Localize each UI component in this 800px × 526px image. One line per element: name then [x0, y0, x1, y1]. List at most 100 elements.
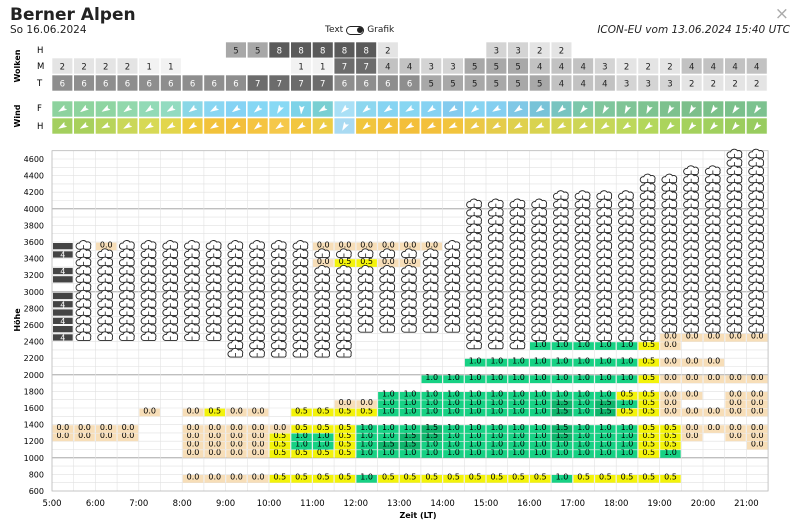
cloud-value: 6 — [125, 80, 130, 90]
cloud-cell — [333, 57, 356, 75]
wind-arrow-icon — [624, 104, 632, 115]
close-icon[interactable]: × — [774, 4, 789, 24]
toggle-switch[interactable] — [346, 25, 365, 35]
lift-cell — [551, 433, 573, 442]
cloud-icon — [596, 281, 613, 292]
lift-value: 0.5 — [360, 406, 373, 415]
cloud-value: 3 — [494, 47, 499, 57]
cloud-value: 2 — [125, 63, 130, 73]
wind-h-arrow-icon — [166, 121, 176, 129]
lift-value: 0.0 — [664, 406, 677, 415]
y-tick-label: 4400 — [24, 172, 44, 181]
cloud-shape — [379, 248, 396, 258]
lift-value: 1.0 — [469, 423, 482, 432]
lift-cell — [204, 441, 225, 450]
wind-arrow-icon — [342, 121, 350, 131]
lift-value: 1.5 — [556, 398, 569, 407]
cloud-icon — [661, 281, 678, 292]
cloud-shape — [335, 289, 352, 300]
topo-label: 4 — [60, 284, 65, 293]
cloud-shape — [270, 347, 287, 358]
cloud-shape — [683, 298, 699, 308]
cloud-shape — [140, 331, 157, 341]
cloud-shape — [726, 264, 743, 275]
cloud-icon — [574, 323, 591, 333]
cloud-shape — [748, 206, 764, 217]
cloud-icon — [552, 248, 569, 258]
wind-arrow-icon — [600, 121, 610, 130]
cloud-shape — [292, 256, 309, 267]
cloud-shape — [683, 289, 699, 300]
cloud-icon — [574, 206, 591, 217]
lift-cell — [638, 408, 659, 417]
cloud-icon — [596, 256, 613, 267]
cloud-shape — [444, 306, 461, 316]
cloud-shape — [726, 190, 743, 200]
cloud-shape — [205, 264, 222, 275]
lift-cell — [421, 392, 442, 400]
cloud-icon — [422, 256, 439, 267]
cloud-cell — [377, 74, 399, 92]
view-toggle[interactable]: Text Grafik — [325, 25, 394, 35]
wind-f-arrow-icon — [79, 104, 90, 113]
wind-h-arrow-icon — [383, 121, 393, 130]
cloud-shape — [292, 306, 309, 316]
lift-value: 1.0 — [599, 373, 612, 382]
wind-row-label-H: H — [37, 122, 43, 132]
cloud-value: 2 — [711, 80, 716, 90]
lift-cell — [725, 433, 746, 442]
wind-f-arrow-icon — [145, 104, 155, 113]
cloud-shape — [618, 240, 634, 250]
cloud-icon — [639, 289, 656, 300]
cloud-icon — [639, 215, 656, 225]
wind-arrow-icon — [166, 121, 176, 129]
cloud-icon — [422, 264, 439, 275]
cloud-value: 6 — [190, 80, 195, 90]
cloud-shape — [596, 273, 613, 283]
cloud-shape — [574, 223, 591, 234]
lift-value: 0.0 — [317, 257, 330, 266]
lift-value: 0.0 — [187, 406, 200, 415]
cloud-shape — [487, 264, 504, 275]
lift-value: 0.5 — [664, 423, 677, 432]
cloud-icon — [726, 148, 743, 159]
cloud-value: 5 — [233, 47, 238, 57]
lift-value: 1.0 — [469, 448, 482, 457]
cloud-shape — [748, 173, 764, 184]
cloud-shape — [422, 298, 439, 308]
cloud-icon — [97, 256, 113, 267]
cloud-icon — [748, 273, 764, 283]
lift-value: 0.0 — [317, 240, 330, 249]
lift-cell — [616, 408, 638, 417]
lift-value: 0.5 — [621, 406, 634, 415]
cloud-cell — [203, 57, 225, 75]
cloud-shape — [184, 248, 200, 258]
cloud-icon — [249, 298, 265, 308]
cloud-shape — [314, 264, 330, 275]
cloud-shape — [531, 240, 547, 250]
lift-value: 1.0 — [599, 431, 612, 440]
lift-cell — [616, 342, 638, 350]
cloud-shape — [205, 240, 222, 250]
cloud-icon — [140, 314, 157, 325]
cloud-icon — [466, 323, 482, 333]
lift-cell — [443, 400, 464, 408]
cloud-shape — [184, 264, 200, 275]
wind-arrow-icon — [57, 104, 68, 112]
cloud-icon — [379, 298, 396, 308]
cloud-icon — [509, 256, 526, 267]
cloud-shape — [487, 215, 504, 225]
lift-value: 0.5 — [317, 448, 330, 457]
toggle-knob — [357, 26, 364, 33]
cloud-value: 8 — [298, 47, 303, 57]
cloud-icon — [401, 314, 417, 325]
cloud-cell — [637, 57, 659, 75]
cloud-shape — [726, 306, 743, 316]
cloud-shape — [466, 298, 482, 308]
cloud-icon — [596, 264, 613, 275]
wind-f-arrow-icon — [318, 104, 328, 112]
lift-value: 0.0 — [252, 440, 265, 449]
cloud-shape — [661, 289, 678, 300]
lift-cell — [378, 425, 399, 433]
cloud-cell — [95, 74, 117, 92]
